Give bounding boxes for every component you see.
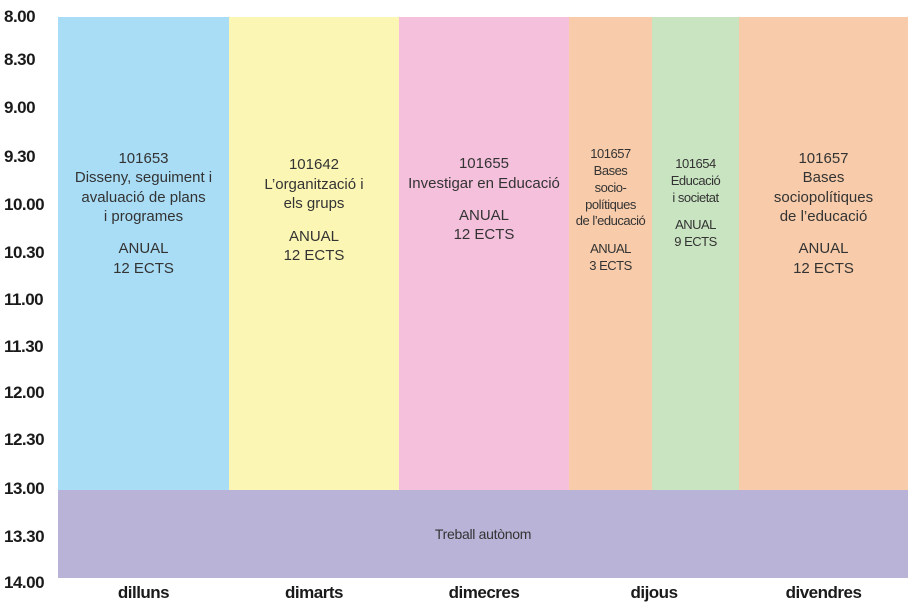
course-credits: 3 ECTS [589,258,632,274]
day-label-dijous: dijous [630,583,678,602]
time-label: 11.30 [4,337,44,356]
course-title-line: i societat [672,189,719,205]
course-block-dimarts: 101642 L’organització i els grups ANUAL … [229,17,399,490]
time-label: 13.30 [4,527,45,546]
time-label: 8.00 [4,7,36,26]
course-title-line: Educació [670,172,721,188]
course-block-dilluns: 101653 Disseny, seguiment i avaluació de… [58,17,229,490]
day-label-divendres: divendres [785,583,862,602]
course-credits: 12 ECTS [793,259,854,277]
course-title-line: Disseny, seguiment i [74,169,213,187]
time-label: 9.00 [4,98,36,117]
course-period: ANUAL [458,206,510,224]
course-credits: 9 ECTS [674,234,717,250]
course-credits: 12 ECTS [283,247,345,265]
course-title-line: L’organització i [264,175,364,193]
course-title-line: Bases [593,162,628,178]
course-block-divendres: 101657 Bases sociopolítiques de l’educac… [739,17,908,490]
time-axis: 8.00 8.30 9.00 9.30 10.00 10.30 11.00 11… [0,0,58,609]
course-period: ANUAL [675,217,716,233]
course-code: 101642 [288,156,340,174]
time-label: 13.00 [4,479,45,498]
course-title-line: Bases [802,169,845,187]
course-code: 101654 [675,155,716,171]
course-title-line: i programes [103,208,184,226]
course-title-line: de l’educació [575,213,646,229]
course-block-dijous-2: 101654 Educació i societat ANUAL 9 ECTS [652,17,739,490]
time-label: 12.30 [4,430,45,449]
time-label: 8.30 [4,50,36,69]
course-credits: 12 ECTS [113,259,174,277]
autonomous-work-label: Treball autònom [434,526,532,542]
course-block-dijous-1: 101657 Bases socio- polítiques de l’educ… [569,17,652,490]
course-code: 101655 [458,155,510,173]
course-title-line: Investigar en Educació [408,174,560,192]
course-period: ANUAL [288,227,340,245]
course-code: 101657 [590,145,631,161]
course-period: ANUAL [798,240,849,258]
time-label: 14.00 [4,573,45,592]
course-code: 101657 [798,149,849,167]
course-title-line: avaluació de plans [81,188,206,206]
course-title-line: de l’educació [779,208,868,226]
time-label: 11.00 [4,290,44,309]
autonomous-work-block: Treball autònom [58,490,908,578]
day-axis: dilluns dimarts dimecres dijous divendre… [58,578,908,609]
course-code: 101653 [118,149,169,167]
course-block-dimecres: 101655 Investigar en Educació ANUAL 12 E… [399,17,569,490]
day-label-dilluns: dilluns [117,583,170,602]
course-title-line: polítiques [585,196,636,212]
course-period: ANUAL [590,241,631,257]
time-label: 12.00 [4,383,45,402]
day-label-dimarts: dimarts [285,583,343,602]
day-label-dimecres: dimecres [448,583,520,602]
time-label: 10.00 [4,195,45,214]
course-title-line: sociopolítiques [773,188,874,206]
time-label: 9.30 [4,147,36,166]
course-title-line: socio- [594,179,627,195]
time-label: 10.30 [4,243,45,262]
course-period: ANUAL [118,240,169,258]
course-credits: 12 ECTS [453,226,515,244]
course-title-line: els grups [283,195,345,213]
